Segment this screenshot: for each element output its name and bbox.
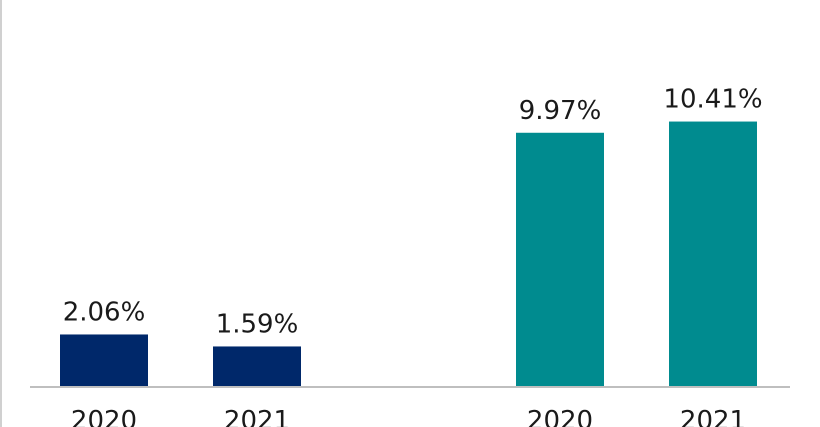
bars-layer	[60, 121, 757, 388]
data-label-g1-2020: 2.06%	[63, 297, 146, 327]
data-label-g2-2020: 9.97%	[519, 96, 602, 126]
tick-label-g1-2020: 2020	[71, 406, 137, 427]
data-label-g2-2021: 10.41%	[663, 85, 762, 115]
bar-g1-2021	[213, 346, 301, 387]
tick-label-g2-2020: 2020	[527, 406, 593, 427]
bar-g2-2021	[669, 121, 757, 388]
data-label-g1-2021: 1.59%	[216, 309, 299, 339]
bar-g2-2020	[516, 132, 604, 387]
labels-layer: 2.06% 2020 1.59% 2021 9.97% 2020 10.41% 2021	[63, 85, 763, 427]
tick-label-g2-2021: 2021	[680, 406, 746, 427]
bar-g1-2020	[60, 334, 148, 387]
tick-label-g1-2021: 2021	[224, 406, 290, 427]
